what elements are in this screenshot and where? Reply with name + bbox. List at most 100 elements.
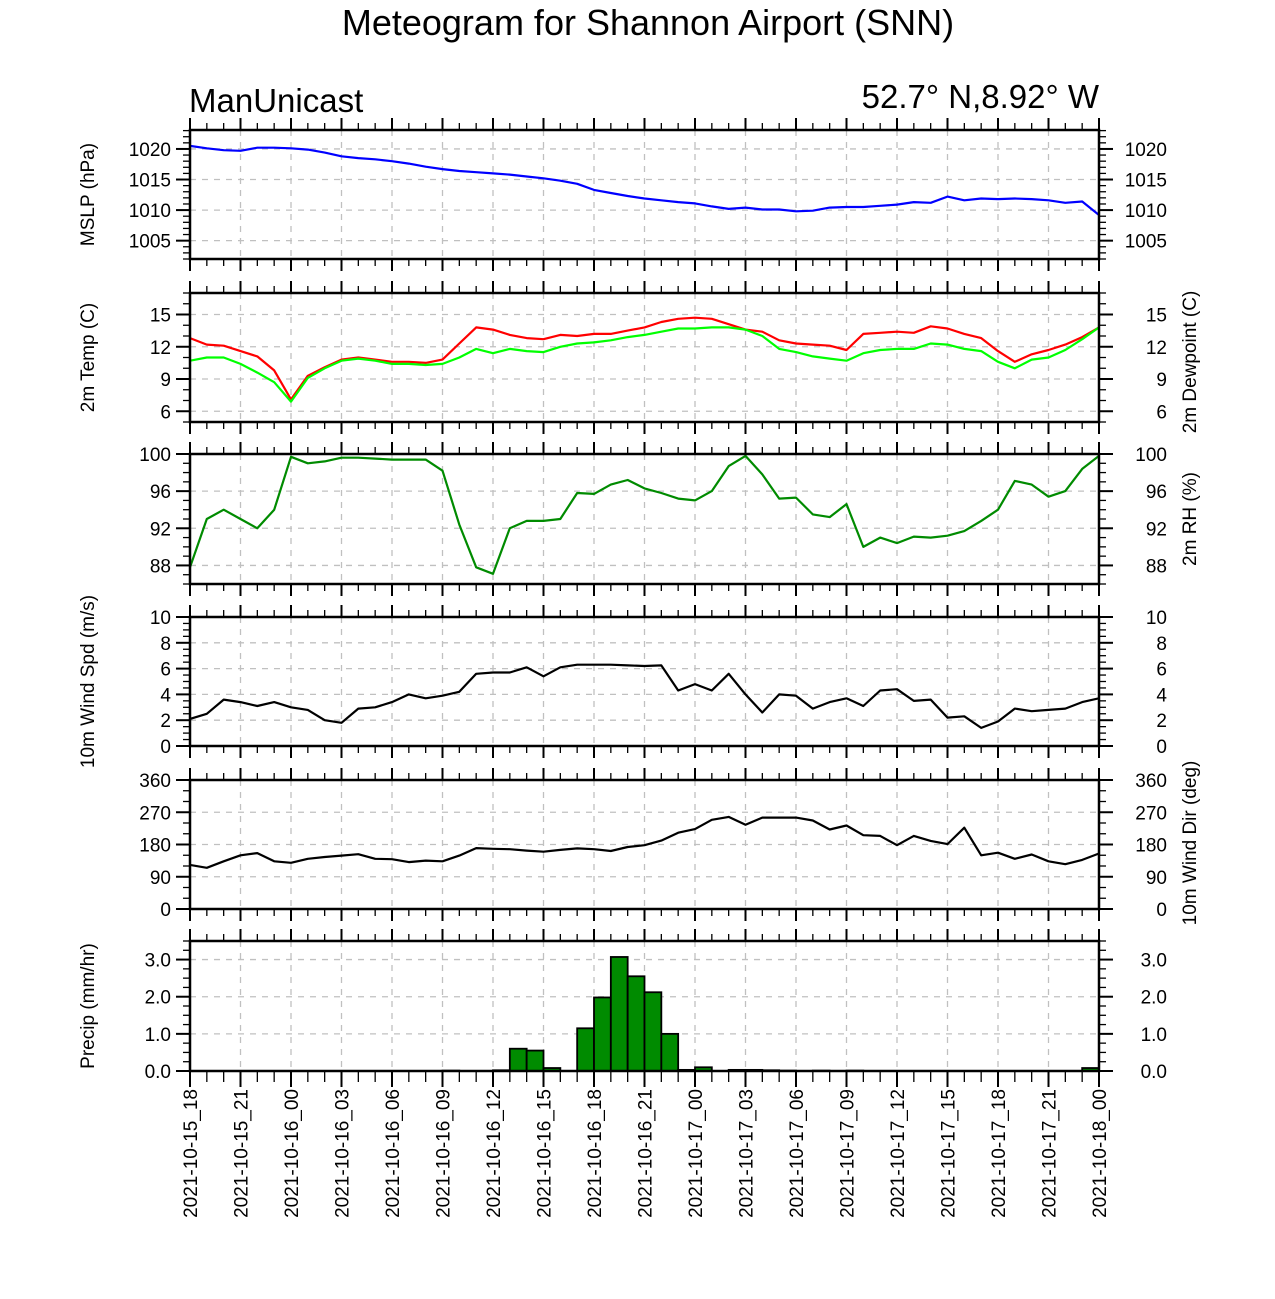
y-tick-label-right: 6 <box>1156 660 1167 681</box>
x-tick-labels: 2021-10-15_18 2021-10-15_21 2021-10-16_00 2… <box>181 1089 1111 1218</box>
series-line-mslp <box>190 144 1099 216</box>
y-tick-label-right: 1015 <box>1125 171 1167 192</box>
y-tick-label-left: 2 <box>160 711 171 732</box>
y-tick-label-right: 15 <box>1146 306 1167 327</box>
precip-bar <box>694 1066 713 1071</box>
x-tick-label: 2021-10-17_03 <box>737 1089 758 1218</box>
y-tick-label-left: 88 <box>150 556 171 577</box>
chart-title: Meteogram for Shannon Airport (SNN) <box>342 2 954 43</box>
y-axis-label-left: 2m Temp (C) <box>78 303 99 412</box>
y-tick-label-right: 0 <box>1156 900 1167 921</box>
y-tick-label-right: 1020 <box>1125 140 1167 161</box>
y-tick-label-right: 270 <box>1135 803 1167 824</box>
x-tick-label: 2021-10-16_09 <box>434 1089 455 1218</box>
y-tick-label-left: 3.0 <box>145 951 171 972</box>
y-tick-label-left: 2.0 <box>145 988 171 1009</box>
precip-bar <box>508 1047 528 1071</box>
y-tick-label-right: 10 <box>1146 608 1167 629</box>
x-tick-label: 2021-10-16_12 <box>484 1089 505 1218</box>
y-tick-label-right: 6 <box>1156 402 1167 423</box>
y-tick-label-right: 100 <box>1135 445 1167 466</box>
y-tick-label-left: 9 <box>160 370 171 391</box>
station-coordinates: 52.7° N,8.92° W <box>862 78 1100 115</box>
data-layer <box>441 956 1099 1071</box>
x-tick-label: 2021-10-17_12 <box>888 1089 909 1218</box>
precip-bar <box>593 996 612 1071</box>
y-tick-label-right: 92 <box>1146 519 1167 540</box>
y-tick-label-right: 3.0 <box>1141 951 1167 972</box>
y-tick-label-left: 1.0 <box>145 1025 171 1046</box>
data-layer <box>190 316 1099 403</box>
panel-wdir: 0 0 90 90 180 180 270 270 360 360 10m Wind Dir (de… <box>139 761 1201 926</box>
panel-wspd: 0 0 2 2 4 4 6 6 8 8 10 10 10m Wind Spd (m/s) <box>78 595 1167 768</box>
y-tick-label-left: 1015 <box>129 171 171 192</box>
data-layer <box>190 454 1099 575</box>
y-tick-label-left: 4 <box>160 685 171 706</box>
data-layer <box>190 144 1099 216</box>
precip-bar <box>609 956 629 1071</box>
y-tick-label-right: 96 <box>1146 482 1167 503</box>
y-tick-label-left: 360 <box>139 771 171 792</box>
data-layer <box>190 663 1099 730</box>
x-tick-label: 2021-10-18_00 <box>1090 1089 1111 1218</box>
y-tick-label-left: 0 <box>160 737 171 758</box>
series-line-10m-wind-dir <box>190 815 1099 869</box>
y-tick-label-right: 0 <box>1156 737 1167 758</box>
y-tick-label-right: 90 <box>1146 868 1167 889</box>
y-tick-label-left: 1020 <box>129 140 171 161</box>
x-tick-label: 2021-10-16_18 <box>585 1089 606 1218</box>
y-tick-label-right: 0.0 <box>1141 1062 1167 1083</box>
x-tick-label: 2021-10-16_15 <box>535 1089 556 1218</box>
y-tick-label-left: 6 <box>160 660 171 681</box>
series-line-2m-rh <box>190 454 1099 575</box>
y-tick-label-left: 10 <box>150 608 171 629</box>
x-tick-label: 2021-10-16_03 <box>333 1089 354 1218</box>
y-tick-label-right: 4 <box>1156 685 1167 706</box>
precip-bar <box>576 1027 595 1071</box>
y-tick-label-left: 96 <box>150 482 171 503</box>
x-tick-label: 2021-10-17_09 <box>838 1089 859 1218</box>
data-layer <box>190 815 1099 869</box>
y-tick-label-right: 2 <box>1156 711 1167 732</box>
y-tick-label-left: 100 <box>139 445 171 466</box>
y-tick-label-left: 180 <box>139 836 171 857</box>
x-tick-label: 2021-10-17_00 <box>686 1089 707 1218</box>
panel-mslp: 1005 1005 1010 1010 1015 1015 1020 1020 MSLP (hP… <box>78 118 1167 271</box>
model-name: ManUnicast <box>189 82 363 119</box>
x-tick-label: 2021-10-17_21 <box>1040 1089 1061 1218</box>
y-tick-label-right: 1.0 <box>1141 1025 1167 1046</box>
y-tick-label-left: 0.0 <box>145 1062 171 1083</box>
precip-bar <box>626 975 646 1071</box>
panel-precip: 0.0 0.0 1.0 1.0 2.0 2.0 3.0 3.0 Precip (mm/hr) <box>78 929 1167 1087</box>
x-tick-label: 2021-10-15_18 <box>181 1089 202 1218</box>
y-tick-label-right: 180 <box>1135 836 1167 857</box>
precip-bar <box>660 1032 680 1071</box>
y-axis-label-right: 10m Wind Dir (deg) <box>1180 761 1201 926</box>
y-axis-label-left: Precip (mm/hr) <box>78 943 99 1069</box>
y-tick-label-right: 8 <box>1156 634 1167 655</box>
y-tick-label-right: 12 <box>1146 338 1167 359</box>
y-tick-label-left: 15 <box>150 306 171 327</box>
series-line-10m-wind-spd <box>190 663 1099 730</box>
x-tick-label: 2021-10-17_06 <box>787 1089 808 1218</box>
y-tick-label-left: 90 <box>150 868 171 889</box>
panel-temp: 6 6 9 9 12 12 15 15 2m Temp (C) 2m Dewpoint (C) <box>78 281 1201 434</box>
y-tick-label-left: 6 <box>160 402 171 423</box>
y-tick-label-right: 88 <box>1146 556 1167 577</box>
y-axis-label-left: 10m Wind Spd (m/s) <box>78 595 99 768</box>
precip-bar <box>525 1049 545 1071</box>
y-tick-label-left: 0 <box>160 900 171 921</box>
y-tick-label-left: 12 <box>150 338 171 359</box>
precip-bar <box>643 991 663 1071</box>
y-tick-label-left: 8 <box>160 634 171 655</box>
y-tick-label-right: 360 <box>1135 771 1167 792</box>
y-tick-label-left: 270 <box>139 803 171 824</box>
x-tick-label: 2021-10-17_18 <box>989 1089 1010 1218</box>
y-tick-label-left: 92 <box>150 519 171 540</box>
y-tick-label-right: 1010 <box>1125 201 1167 222</box>
y-axis-label-left: MSLP (hPa) <box>78 143 99 246</box>
x-tick-label: 2021-10-17_15 <box>939 1089 960 1218</box>
panel-rh: 88 88 92 92 96 96 100 100 2m RH (%) <box>139 442 1201 596</box>
